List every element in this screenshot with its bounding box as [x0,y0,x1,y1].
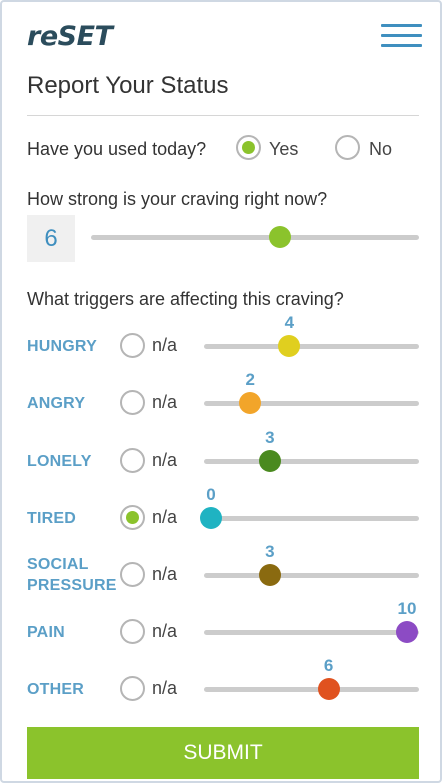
trigger-na-radio-hungry[interactable] [120,333,145,358]
trigger-slider-thumb-tired[interactable] [200,507,222,529]
trigger-slider-track-tired[interactable] [204,516,419,521]
used-today-yes-radio[interactable] [236,135,261,160]
trigger-slider-value-social-pressure: 3 [265,542,275,561]
craving-value: 6 [27,215,75,262]
hamburger-menu-icon[interactable] [381,24,422,48]
trigger-slider-thumb-hungry[interactable] [278,335,301,357]
trigger-slider-thumb-pain[interactable] [396,621,418,643]
craving-slider-track[interactable] [91,235,419,240]
trigger-slider-thumb-lonely[interactable] [258,450,281,472]
submit-button[interactable]: SUBMIT [27,727,419,779]
trigger-slider-track-angry[interactable] [204,401,419,406]
trigger-slider-value-pain: 10 [397,599,417,618]
craving-question: How strong is your craving right now? [27,189,328,209]
trigger-name-angry: ANGRY [27,394,86,412]
trigger-slider-value-lonely: 3 [265,428,275,447]
trigger-slider-value-other: 6 [323,656,334,675]
trigger-slider-value-angry: 2 [245,370,255,389]
trigger-name-tired: TIRED [27,509,76,527]
trigger-na-label[interactable]: n/a [152,678,178,698]
trigger-name-hungry: HUNGRY [27,337,97,355]
trigger-na-radio-angry[interactable] [120,390,145,415]
trigger-na-radio-other[interactable] [120,676,145,701]
trigger-slider-thumb-other[interactable] [317,678,340,700]
trigger-slider-track-hungry[interactable] [204,344,419,349]
trigger-slider-track-pain[interactable] [204,630,419,635]
trigger-na-label[interactable]: n/a [152,564,178,584]
trigger-slider-value-hungry: 4 [284,313,295,332]
trigger-na-radio-pain[interactable] [120,619,145,644]
trigger-na-label[interactable]: n/a [152,335,178,355]
trigger-name-social-pressure: SOCIAL PRESSURE [27,556,117,594]
used-today-question: Have you used today? [27,139,207,159]
trigger-na-radio-lonely[interactable] [120,448,145,473]
title-divider [27,115,419,116]
trigger-name-pain: PAIN [27,623,65,641]
trigger-na-label[interactable]: n/a [152,392,178,412]
trigger-na-label[interactable]: n/a [152,450,178,470]
trigger-slider-thumb-angry[interactable] [239,392,262,414]
trigger-slider-value-tired: 0 [206,485,216,504]
trigger-name-lonely: LONELY [27,452,92,470]
trigger-na-radio-tired[interactable] [120,505,145,530]
craving-slider-thumb[interactable] [268,226,291,248]
trigger-na-label[interactable]: n/a [152,621,178,641]
trigger-na-label[interactable]: n/a [152,507,178,527]
triggers-question: What triggers are affecting this craving… [27,289,344,309]
trigger-slider-thumb-social-pressure[interactable] [258,564,281,586]
app-logo: reSET [27,21,113,52]
trigger-na-radio-social-pressure[interactable] [120,562,145,587]
trigger-slider-track-other[interactable] [204,687,419,692]
used-today-no-label[interactable]: No [369,139,393,159]
trigger-slider-track-lonely[interactable] [204,459,419,464]
page-title: Report Your Status [27,72,229,99]
trigger-slider-track-social-pressure[interactable] [204,573,419,578]
trigger-name-other: OTHER [27,680,84,698]
used-today-no-radio[interactable] [335,135,360,160]
used-today-yes-label[interactable]: Yes [269,139,299,159]
